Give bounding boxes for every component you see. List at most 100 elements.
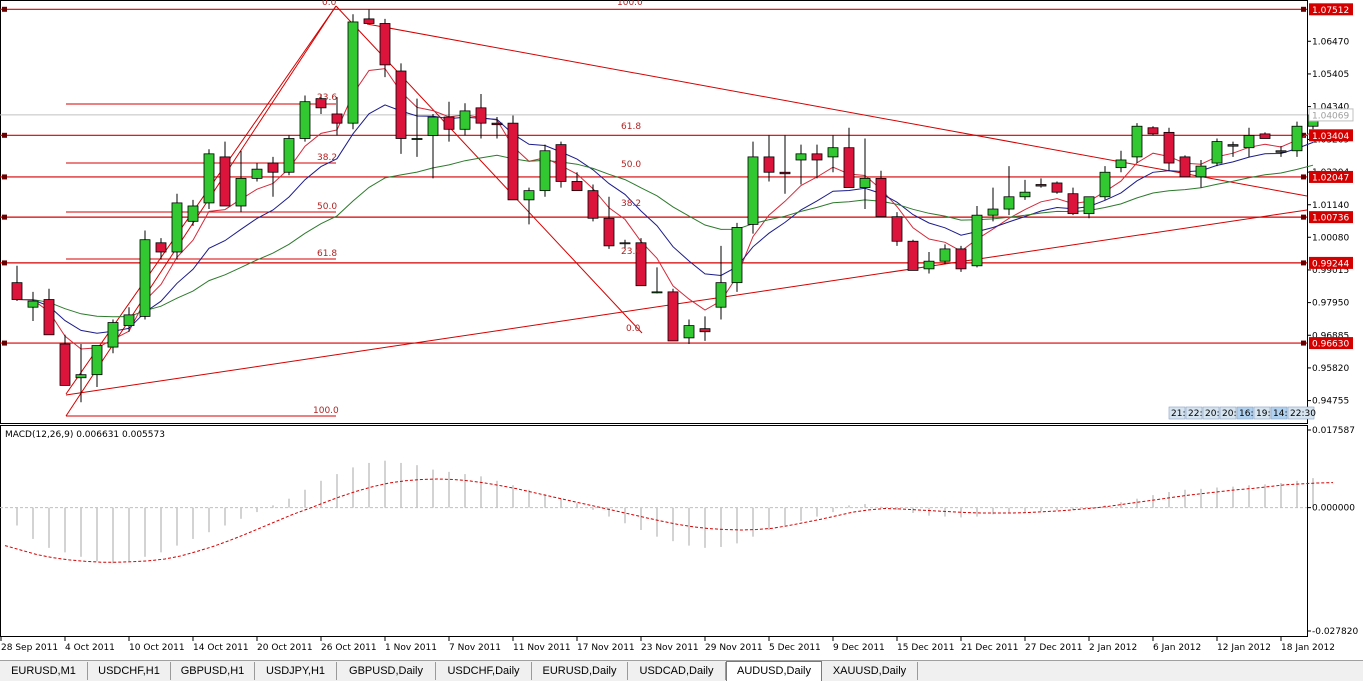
candle[interactable] — [1275, 146, 1287, 157]
level-anchor-left[interactable] — [2, 132, 7, 138]
candle[interactable] — [971, 205, 983, 268]
candle[interactable] — [171, 193, 183, 260]
chart-tab-eurusd-daily[interactable]: EURUSD,Daily — [532, 662, 628, 680]
chart-tab-xauusd-daily[interactable]: XAUUSD,Daily — [822, 662, 918, 680]
candle[interactable] — [923, 251, 935, 274]
candle[interactable] — [763, 135, 775, 182]
candle[interactable] — [1179, 155, 1191, 178]
candle[interactable] — [1131, 123, 1143, 164]
candle[interactable] — [891, 212, 903, 246]
candle[interactable] — [1259, 132, 1271, 139]
level-anchor-left[interactable] — [2, 260, 7, 266]
level-anchor-right[interactable] — [1301, 174, 1306, 180]
candle[interactable] — [59, 334, 71, 386]
level-anchor-left[interactable] — [2, 174, 7, 180]
candle[interactable] — [11, 265, 23, 302]
price-chart-canvas[interactable]: 1.064701.054051.043401.032691.022041.011… — [0, 0, 1363, 660]
trendline[interactable] — [366, 23, 1308, 197]
trendlines[interactable] — [65, 5, 1308, 417]
candle[interactable] — [1163, 127, 1175, 171]
chart-tab-gbpusd-daily[interactable]: GBPUSD,Daily — [337, 662, 436, 680]
chart-window[interactable]: 1.064701.054051.043401.032691.022041.011… — [0, 0, 1363, 660]
chart-tab-audusd-daily[interactable]: AUDUSD,Daily — [726, 661, 822, 681]
candle[interactable] — [283, 135, 295, 176]
candle[interactable] — [651, 267, 663, 294]
candle[interactable] — [1051, 181, 1063, 194]
candle[interactable] — [1003, 166, 1015, 216]
candle[interactable] — [715, 245, 727, 320]
chart-tab-eurusd-m1[interactable]: EURUSD,M1 — [0, 662, 88, 680]
candle[interactable] — [683, 319, 695, 345]
candle[interactable] — [1067, 187, 1079, 216]
candle[interactable] — [1035, 178, 1047, 188]
chart-tab-usdcad-daily[interactable]: USDCAD,Daily — [628, 662, 726, 680]
level-anchor-left[interactable] — [2, 6, 7, 12]
level-anchor-right[interactable] — [1301, 132, 1306, 138]
candle[interactable] — [91, 345, 103, 387]
level-anchor-right[interactable] — [1301, 214, 1306, 220]
candle[interactable] — [475, 94, 487, 139]
candle[interactable] — [523, 187, 535, 225]
trendline[interactable] — [65, 209, 1308, 396]
chart-tab-usdjpy-h1[interactable]: USDJPY,H1 — [255, 662, 337, 680]
candle[interactable] — [331, 97, 343, 136]
candle[interactable] — [747, 141, 759, 234]
candle[interactable] — [1099, 166, 1111, 200]
candle[interactable] — [555, 141, 567, 188]
candle[interactable] — [907, 239, 919, 271]
candle[interactable] — [571, 172, 583, 192]
trendline[interactable] — [65, 5, 337, 417]
candle[interactable] — [107, 319, 119, 354]
candle[interactable] — [859, 138, 871, 210]
level-anchor-right[interactable] — [1301, 340, 1306, 346]
candle[interactable] — [635, 238, 647, 287]
candle[interactable] — [539, 144, 551, 197]
candle[interactable] — [955, 245, 967, 272]
candle[interactable] — [1211, 138, 1223, 167]
candle[interactable] — [267, 156, 279, 197]
candle[interactable] — [619, 239, 631, 249]
chart-tab-usdchf-daily[interactable]: USDCHF,Daily — [436, 662, 532, 680]
candle[interactable] — [939, 244, 951, 265]
candle[interactable] — [1291, 121, 1303, 157]
candle[interactable] — [1083, 196, 1095, 219]
candle[interactable] — [395, 63, 407, 154]
chart-tab-gbpusd-h1[interactable]: GBPUSD,H1 — [171, 662, 255, 680]
candle[interactable] — [363, 9, 375, 24]
candle[interactable] — [43, 288, 55, 336]
candle[interactable] — [75, 344, 87, 403]
candle[interactable] — [219, 141, 231, 207]
candle[interactable] — [1243, 127, 1255, 157]
candle[interactable] — [811, 144, 823, 179]
candle[interactable] — [795, 144, 807, 185]
candle[interactable] — [139, 230, 151, 320]
candle[interactable] — [827, 135, 839, 173]
candle[interactable] — [443, 101, 455, 142]
candle[interactable] — [1227, 141, 1239, 157]
candle[interactable] — [699, 316, 711, 341]
candle[interactable] — [1019, 179, 1031, 200]
candle[interactable] — [1115, 150, 1127, 173]
candle[interactable] — [411, 98, 423, 157]
candle[interactable] — [459, 103, 471, 136]
candle[interactable] — [491, 117, 503, 139]
candle[interactable] — [507, 115, 519, 201]
candle[interactable] — [587, 184, 599, 222]
candle[interactable] — [875, 170, 887, 218]
level-anchor-left[interactable] — [2, 340, 7, 346]
candle[interactable] — [235, 150, 247, 213]
candle[interactable] — [1195, 159, 1207, 188]
chart-tab-usdchf-h1[interactable]: USDCHF,H1 — [88, 662, 171, 680]
candle[interactable] — [843, 127, 855, 188]
candle[interactable] — [379, 18, 391, 78]
candle[interactable] — [251, 163, 263, 182]
candle[interactable] — [347, 14, 359, 130]
candle[interactable] — [779, 135, 791, 194]
level-anchor-right[interactable] — [1301, 6, 1306, 12]
level-anchor-left[interactable] — [2, 214, 7, 220]
candle[interactable] — [1147, 126, 1159, 136]
candle[interactable] — [123, 307, 135, 332]
candle[interactable] — [603, 196, 615, 249]
candle[interactable] — [299, 95, 311, 142]
level-anchor-right[interactable] — [1301, 260, 1306, 266]
